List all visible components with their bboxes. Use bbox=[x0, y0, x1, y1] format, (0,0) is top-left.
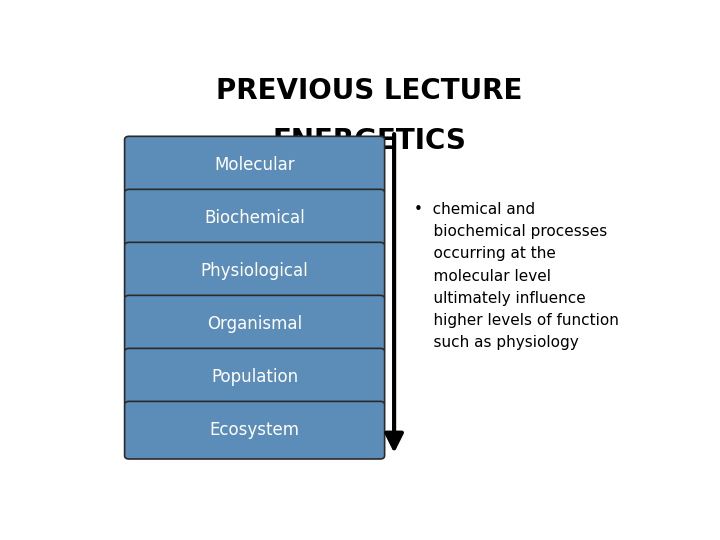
Text: Biochemical: Biochemical bbox=[204, 209, 305, 227]
FancyBboxPatch shape bbox=[125, 190, 384, 247]
Text: •  chemical and
    biochemical processes
    occurring at the
    molecular lev: • chemical and biochemical processes occ… bbox=[413, 202, 618, 350]
FancyBboxPatch shape bbox=[125, 242, 384, 300]
FancyBboxPatch shape bbox=[125, 295, 384, 353]
Text: PREVIOUS LECTURE: PREVIOUS LECTURE bbox=[216, 77, 522, 105]
FancyBboxPatch shape bbox=[125, 136, 384, 194]
Text: Population: Population bbox=[211, 368, 298, 386]
Text: Molecular: Molecular bbox=[215, 156, 295, 174]
FancyBboxPatch shape bbox=[125, 348, 384, 406]
Text: ENERGETICS: ENERGETICS bbox=[272, 127, 466, 155]
Text: Organismal: Organismal bbox=[207, 315, 302, 333]
FancyBboxPatch shape bbox=[125, 401, 384, 459]
Text: Ecosystem: Ecosystem bbox=[210, 421, 300, 439]
Text: Physiological: Physiological bbox=[201, 262, 308, 280]
